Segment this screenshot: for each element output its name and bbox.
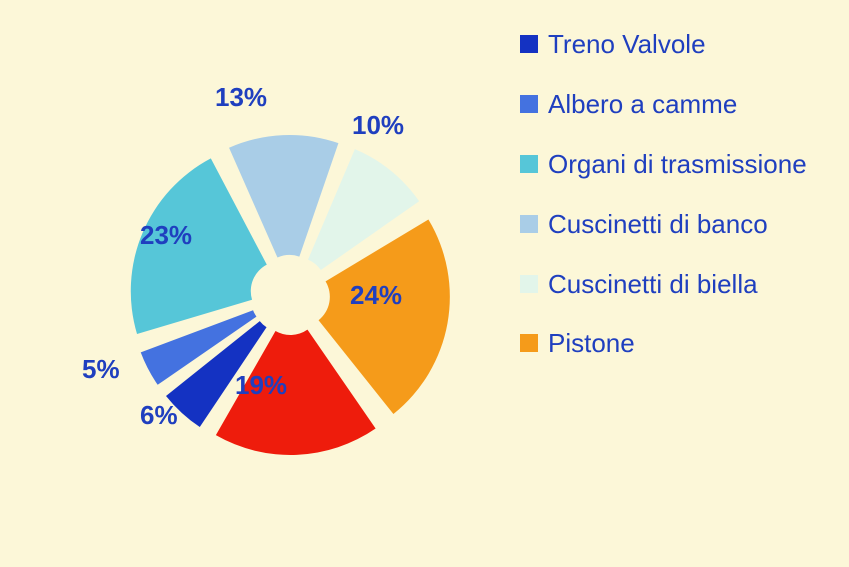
- legend-swatch-pistone: [520, 334, 538, 352]
- pct-label-pistone: 24%: [350, 280, 402, 311]
- legend-swatch-cuscinetti_biella: [520, 275, 538, 293]
- pct-label-treno_valvole: 6%: [140, 400, 178, 431]
- chart-stage: 10% 24% 19% 6% 5% 23% 13% Treno Valvole Albero …: [0, 0, 849, 567]
- legend-item-cuscinetti_biella: Cuscinetti di biella: [520, 270, 830, 300]
- pct-label-cuscinetti_banco: 13%: [215, 82, 267, 113]
- legend-item-albero_camme: Albero a camme: [520, 90, 830, 120]
- legend-label-treno_valvole: Treno Valvole: [548, 30, 706, 60]
- legend-label-organi_trasm: Organi di trasmissione: [548, 150, 807, 180]
- legend-swatch-albero_camme: [520, 95, 538, 113]
- legend-item-pistone: Pistone: [520, 329, 830, 359]
- legend-label-albero_camme: Albero a camme: [548, 90, 737, 120]
- legend-item-organi_trasm: Organi di trasmissione: [520, 150, 830, 180]
- legend-swatch-treno_valvole: [520, 35, 538, 53]
- legend-label-cuscinetti_biella: Cuscinetti di biella: [548, 270, 758, 300]
- pie-chart: 10% 24% 19% 6% 5% 23% 13%: [40, 70, 460, 490]
- pct-label-cuscinetti_biella: 10%: [352, 110, 404, 141]
- legend-item-treno_valvole: Treno Valvole: [520, 30, 830, 60]
- legend: Treno Valvole Albero a camme Organi di tra…: [520, 30, 830, 389]
- legend-label-cuscinetti_banco: Cuscinetti di banco: [548, 210, 768, 240]
- legend-swatch-organi_trasm: [520, 155, 538, 173]
- pct-label-albero_camme: 5%: [82, 354, 120, 385]
- pct-label-organi_trasm: 23%: [140, 220, 192, 251]
- legend-label-pistone: Pistone: [548, 329, 635, 359]
- legend-swatch-cuscinetti_banco: [520, 215, 538, 233]
- legend-item-cuscinetti_banco: Cuscinetti di banco: [520, 210, 830, 240]
- pct-label-unlabeled_red: 19%: [235, 370, 287, 401]
